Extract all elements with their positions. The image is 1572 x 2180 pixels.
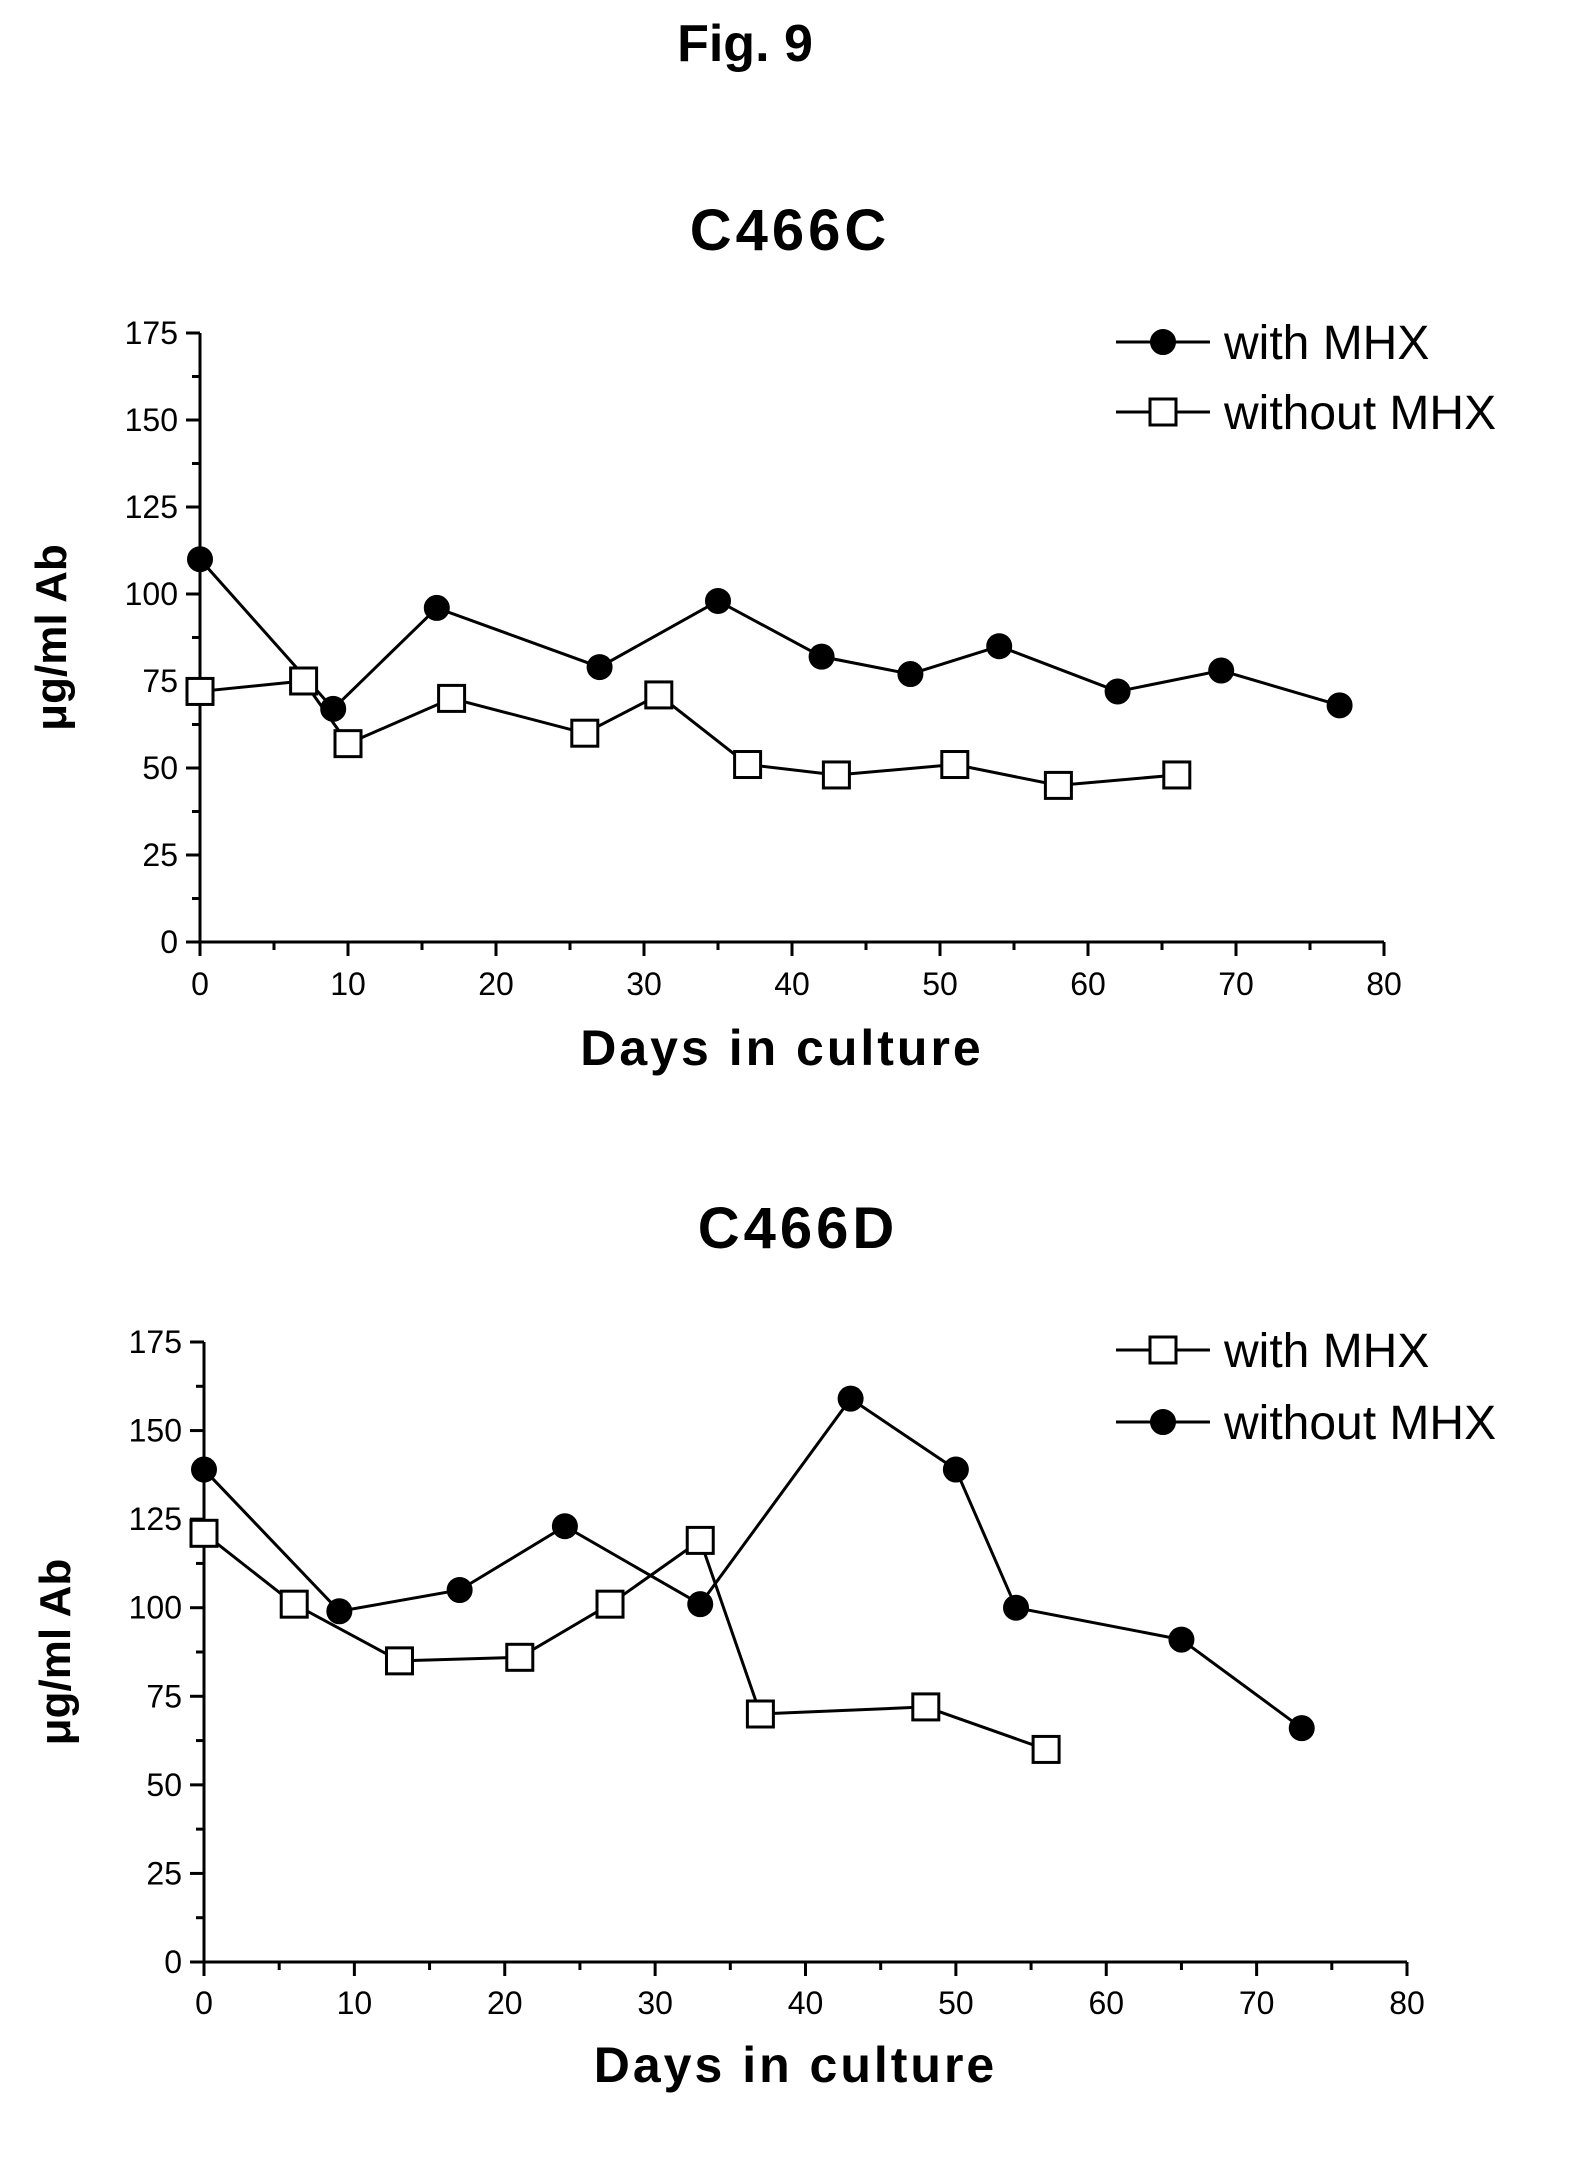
legend-marker (1148, 1335, 1178, 1365)
series-line (198, 558, 1341, 712)
data-point (942, 1456, 969, 1483)
y-tick-label: 175 (129, 1324, 182, 1360)
y-tick-label: 150 (125, 402, 178, 438)
data-point (745, 1699, 775, 1729)
legend-entry: without MHX (1223, 387, 1496, 440)
chart-title: C466D (698, 1196, 899, 1261)
y-tick-label: 0 (164, 1944, 182, 1980)
data-point (326, 1598, 353, 1625)
x-axis-label: Days in culture (594, 2037, 997, 2093)
data-point (808, 643, 835, 670)
x-tick-label: 20 (487, 1985, 523, 2021)
data-point (911, 1692, 941, 1722)
y-tick-label: 25 (146, 1855, 182, 1891)
data-point (191, 1456, 217, 1483)
data-point (687, 1591, 714, 1618)
figure-title: Fig. 9 (677, 15, 813, 73)
y-tick-label: 125 (129, 1501, 182, 1537)
y-axis-label: μg/ml Ab (31, 1559, 80, 1746)
legend-marker (1150, 329, 1176, 355)
data-point (1208, 657, 1235, 684)
x-tick-label: 40 (774, 966, 810, 1002)
data-point (837, 1385, 864, 1412)
data-point (1104, 678, 1131, 705)
y-tick-label: 75 (146, 1678, 182, 1714)
x-tick-label: 80 (1389, 1985, 1425, 2021)
data-point (986, 633, 1013, 660)
x-tick-label: 60 (1088, 1985, 1124, 2021)
data-point (437, 683, 467, 713)
data-point (446, 1577, 473, 1603)
y-tick-label: 50 (142, 750, 178, 786)
data-point (189, 1518, 219, 1548)
data-point (821, 760, 851, 790)
chart-title: C466C (690, 198, 891, 263)
legend-entry: with MHX (1223, 1325, 1429, 1378)
x-tick-label: 0 (191, 966, 209, 1002)
x-tick-label: 50 (938, 1985, 974, 2021)
x-tick-label: 20 (478, 966, 514, 1002)
x-tick-label: 30 (637, 1985, 673, 2021)
data-point (644, 680, 674, 710)
data-point (685, 1525, 715, 1555)
data-point (423, 594, 450, 621)
y-tick-label: 150 (129, 1413, 182, 1449)
y-tick-label: 0 (160, 924, 178, 960)
data-point (384, 1646, 414, 1676)
y-tick-label: 50 (146, 1767, 182, 1803)
data-point (897, 661, 924, 688)
data-point (279, 1589, 309, 1619)
x-tick-label: 70 (1218, 966, 1254, 1002)
series-line (202, 1396, 1303, 1730)
data-point (1162, 760, 1192, 790)
data-point (940, 750, 970, 780)
y-tick-label: 100 (129, 1590, 182, 1626)
x-tick-label: 0 (195, 1985, 213, 2021)
x-tick-label: 60 (1070, 966, 1106, 1002)
y-tick-label: 25 (142, 837, 178, 873)
x-tick-label: 10 (330, 966, 366, 1002)
legend-entry: without MHX (1223, 1397, 1496, 1450)
y-tick-label: 75 (142, 663, 178, 699)
data-point (187, 546, 213, 573)
x-tick-label: 50 (922, 966, 958, 1002)
data-point (185, 676, 215, 706)
data-point (570, 718, 600, 748)
data-point (505, 1642, 535, 1672)
x-tick-label: 30 (626, 966, 662, 1002)
data-point (333, 729, 363, 759)
data-point (1288, 1715, 1315, 1742)
legend-entry: with MHX (1223, 317, 1429, 370)
data-point (1326, 692, 1353, 719)
chart-c466d: C466D 0 25 50 75 100 125 150 175 0 10 20 30 40 50 60 70 8… (31, 1196, 1496, 2093)
x-tick-label: 80 (1366, 966, 1402, 1002)
data-point (705, 587, 731, 614)
x-tick-label: 40 (788, 1985, 824, 2021)
y-tick-label: 100 (125, 576, 178, 612)
x-tick-label: 10 (337, 1985, 373, 2021)
data-point (1043, 770, 1073, 800)
x-axis-label: Days in culture (580, 1020, 983, 1076)
data-point (551, 1513, 578, 1540)
legend-marker (1148, 397, 1178, 427)
data-point (1031, 1734, 1061, 1764)
data-point (1168, 1626, 1195, 1653)
y-axis-label: μg/ml Ab (27, 544, 76, 731)
data-point (586, 654, 613, 681)
data-point (289, 666, 319, 696)
data-point (733, 750, 763, 780)
data-point (1003, 1594, 1030, 1621)
chart-c466c: C466C 0 25 50 75 100 125 150 175 0 10 20 30 40 50 60 70 8… (27, 198, 1496, 1076)
y-tick-label: 175 (125, 315, 178, 351)
x-tick-label: 70 (1239, 1985, 1275, 2021)
y-tick-label: 125 (125, 489, 178, 525)
legend-marker (1150, 1409, 1176, 1435)
data-point (595, 1589, 625, 1619)
